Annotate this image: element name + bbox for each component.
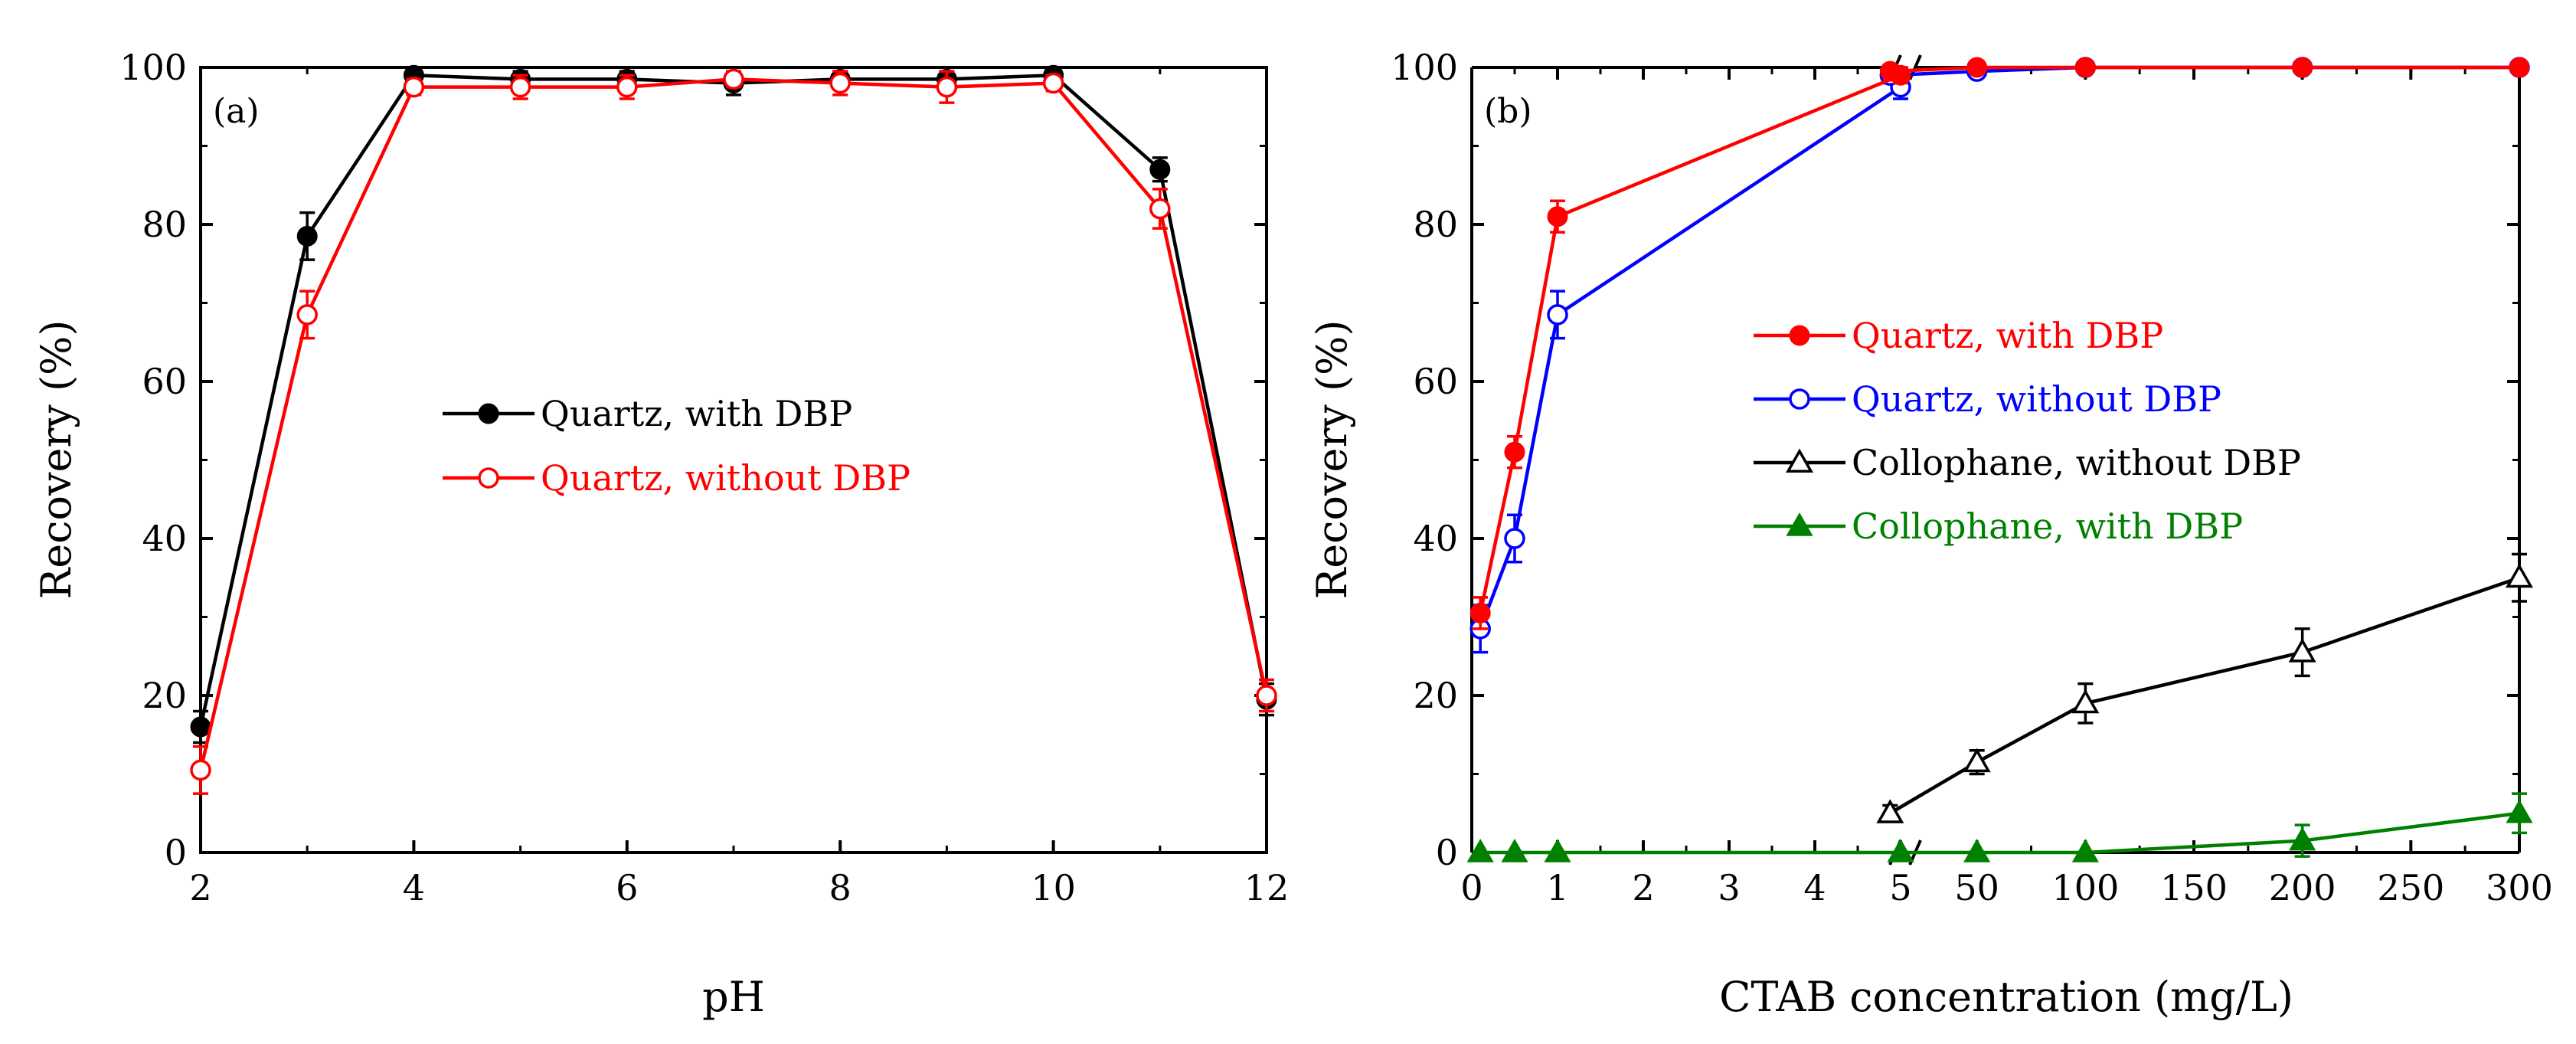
- b-y-tick-label: 0: [1436, 832, 1458, 873]
- b-point-quartz-with-dbp: [1504, 441, 1525, 463]
- chart-panel-a: (a) 2 4 6 8 10 12 0 20 40 60 80 100 Quartz, with DB…: [32, 47, 1289, 1021]
- b-point-quartz-without-dbp: [1547, 304, 1568, 326]
- b-point-collophane-with-dbp: [1466, 838, 1494, 862]
- b-point-quartz-with-dbp: [2292, 57, 2313, 78]
- b-legend-marker: [1789, 325, 1810, 346]
- b-y-tick-label: 100: [1391, 47, 1458, 88]
- b-x-tick-label: 300: [2486, 867, 2553, 908]
- a-x-tick-label: 10: [1031, 867, 1076, 908]
- b-point-collophane-without-dbp: [1963, 748, 1991, 773]
- b-y-tick-label: 20: [1413, 675, 1458, 716]
- b-point-quartz-with-dbp: [1966, 57, 1988, 78]
- b-legend-marker: [1789, 388, 1810, 410]
- b-y-tick-label: 80: [1413, 204, 1458, 245]
- a-x-tick-label: 4: [403, 867, 425, 908]
- b-point-quartz-with-dbp: [1469, 602, 1491, 623]
- b-series-collophane-without-dbp: [1876, 552, 2534, 823]
- b-point-quartz-with-dbp: [1879, 61, 1901, 82]
- a-point-quartz-without-dbp: [723, 68, 744, 90]
- b-x-tick-label: 100: [2051, 867, 2119, 908]
- b-x-tick-label: 0: [1460, 867, 1483, 908]
- b-x-tick-label: 2: [1632, 867, 1654, 908]
- b-x-tick-label: 200: [2269, 867, 2336, 908]
- b-line-collophane-without-dbp: [1889, 576, 2520, 815]
- a-point-quartz-without-dbp: [509, 76, 531, 98]
- b-point-quartz-with-dbp: [2509, 57, 2530, 78]
- chart-panel-b: (b) 0 1 2 3 4 5 50 100 150 200 250 300020406080100 …: [1308, 47, 2553, 1021]
- a-point-quartz-with-dbp: [296, 225, 318, 247]
- panel-label-a: (a): [213, 92, 260, 131]
- b-legend-marker: [1785, 448, 1814, 473]
- b-x-tick-label: 4: [1803, 867, 1826, 908]
- b-x-tick-label: 250: [2377, 867, 2444, 908]
- y-axis-title-b: Recovery (%): [1308, 320, 1356, 600]
- b-y-tick-label: 60: [1413, 361, 1458, 402]
- a-point-quartz-with-dbp: [190, 716, 211, 738]
- b-x-tick-label: 3: [1718, 867, 1740, 908]
- b-legend-label: Quartz, without DBP: [1852, 378, 2221, 420]
- a-point-quartz-without-dbp: [190, 759, 211, 781]
- a-point-quartz-without-dbp: [936, 76, 958, 98]
- b-x-tick-label: 150: [2160, 867, 2228, 908]
- b-point-collophane-with-dbp: [2289, 826, 2316, 851]
- b-legend-marker: [1786, 512, 1813, 536]
- b-x-tick-label: 50: [1954, 867, 1999, 908]
- b-point-collophane-with-dbp: [1887, 838, 1914, 862]
- a-y-tick-label: 100: [119, 47, 187, 88]
- b-point-collophane-with-dbp: [2071, 838, 2099, 862]
- b-point-collophane-without-dbp: [2505, 563, 2534, 588]
- b-point-quartz-with-dbp: [2074, 57, 2096, 78]
- a-point-quartz-without-dbp: [829, 72, 851, 94]
- a-point-quartz-without-dbp: [616, 76, 638, 98]
- a-y-tick-label: 20: [142, 675, 187, 716]
- a-y-tick-label: 40: [142, 518, 187, 559]
- b-x-tick-label: 1: [1546, 867, 1568, 908]
- a-x-tick-label: 2: [189, 867, 211, 908]
- y-axis-title-a: Recovery (%): [32, 320, 80, 600]
- b-legend-label: Collophane, without DBP: [1852, 442, 2301, 483]
- b-legend-label: Collophane, with DBP: [1852, 506, 2243, 547]
- b-y-tick-label: 40: [1413, 518, 1458, 559]
- legend-a: Quartz, with DBP Quartz, without DBP: [443, 393, 910, 499]
- b-point-collophane-without-dbp: [2071, 689, 2100, 714]
- b-legend-label: Quartz, with DBP: [1852, 315, 2163, 356]
- a-x-tick-label: 6: [616, 867, 638, 908]
- a-legend-marker: [478, 403, 499, 424]
- b-point-quartz-without-dbp: [1504, 528, 1525, 549]
- panel-label-b: (b): [1484, 92, 1532, 131]
- b-point-quartz-with-dbp: [1547, 206, 1568, 227]
- b-series-quartz-with-dbp: [1469, 57, 2530, 630]
- a-point-quartz-with-dbp: [1149, 159, 1171, 180]
- b-line-collophane-with-dbp: [1480, 811, 2520, 855]
- b-point-collophane-without-dbp: [1876, 799, 1904, 823]
- a-point-quartz-without-dbp: [403, 76, 425, 98]
- a-x-tick-label: 12: [1244, 867, 1290, 908]
- b-point-collophane-with-dbp: [1501, 838, 1528, 862]
- b-x-tick-label: 5: [1889, 867, 1911, 908]
- a-point-quartz-without-dbp: [296, 304, 318, 326]
- a-point-quartz-without-dbp: [1042, 72, 1064, 94]
- b-point-collophane-with-dbp: [2506, 799, 2533, 823]
- a-series-quartz-without-dbp: [190, 68, 1277, 795]
- a-y-tick-label: 0: [165, 832, 187, 873]
- b-point-collophane-without-dbp: [2288, 638, 2316, 663]
- a-y-tick-label: 80: [142, 204, 187, 245]
- b-point-collophane-with-dbp: [1544, 838, 1571, 862]
- a-legend-label: Quartz, with DBP: [541, 393, 852, 434]
- a-legend-label: Quartz, without DBP: [541, 457, 910, 499]
- a-point-quartz-without-dbp: [1256, 685, 1277, 706]
- a-x-tick-label: 8: [829, 867, 852, 908]
- a-legend-marker: [478, 467, 499, 489]
- legend-b: Quartz, with DBP Quartz, without DBP Collo…: [1754, 315, 2301, 547]
- x-axis-title-a: pH: [702, 973, 765, 1021]
- b-point-collophane-with-dbp: [1963, 838, 1991, 862]
- a-y-tick-label: 60: [142, 361, 187, 402]
- b-series-collophane-with-dbp: [1466, 792, 2533, 862]
- a-point-quartz-without-dbp: [1149, 198, 1171, 220]
- x-axis-title-b: CTAB concentration (mg/L): [1719, 973, 2293, 1021]
